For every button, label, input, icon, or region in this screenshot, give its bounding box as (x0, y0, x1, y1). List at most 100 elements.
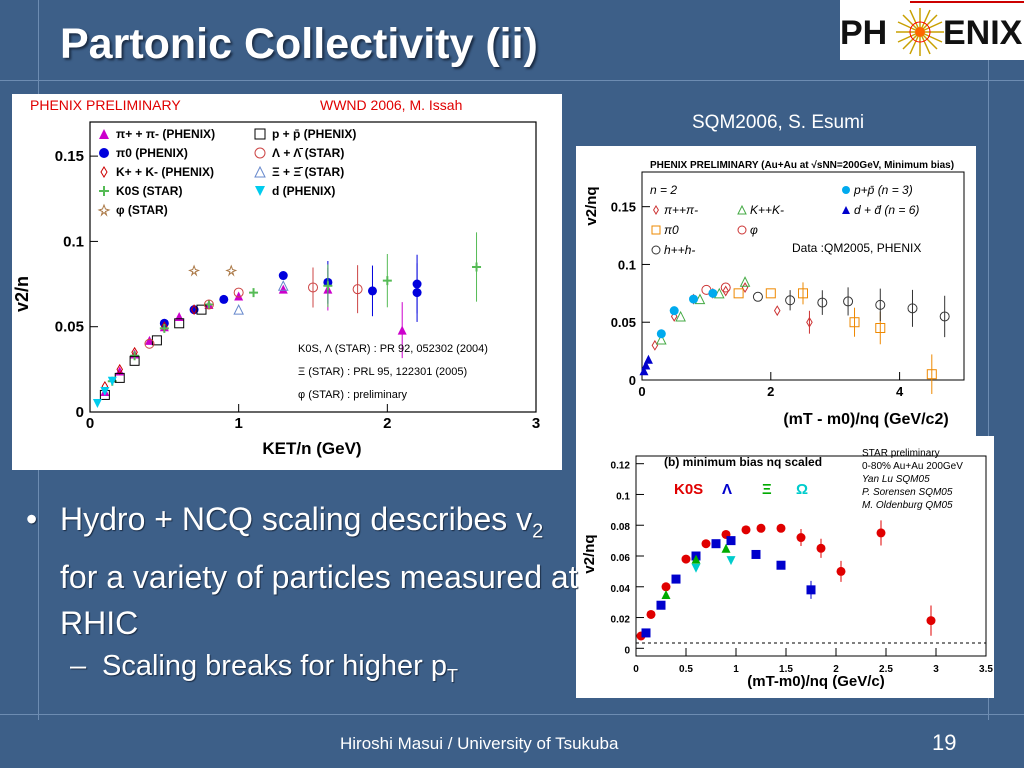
x-tick-label: 0.5 (679, 664, 693, 675)
legend-label: π++π- (664, 203, 698, 217)
bullet-main-sub: 2 (532, 520, 544, 543)
data-point (701, 539, 711, 549)
data-point (196, 304, 207, 315)
legend-label: π+ + π- (PHENIX) (116, 127, 215, 141)
data-point (204, 300, 214, 310)
data-point (671, 574, 681, 584)
data-point (277, 280, 289, 291)
data-point (233, 287, 244, 298)
plot-ket-scaling: PHENIX PRELIMINARY WWND 2006, M. Issah 0… (12, 94, 562, 470)
legend-marker (651, 225, 661, 235)
plot1-ylabel: v2/n (12, 276, 32, 312)
phenix-logo: PH ENIX (840, 0, 1024, 60)
plot2-svg: PHENIX PRELIMINARY (Au+Au at √sNN=200GeV… (583, 160, 965, 428)
bullet-list: • Hydro + NCQ scaling describes v2 for a… (26, 496, 580, 687)
data-point (278, 284, 288, 294)
y-tick-label: 0.1 (63, 233, 84, 250)
data-point (722, 285, 730, 297)
data-point (816, 543, 826, 553)
legend-label: p+p̄ (n = 3) (853, 183, 913, 197)
legend-label: φ (STAR) (116, 203, 168, 217)
legend-label: d + d̄ (n = 6) (854, 203, 919, 217)
x-tick-label: 1 (234, 415, 242, 432)
data-point (641, 360, 651, 370)
y-tick-label: 0 (624, 645, 630, 656)
legend-marker (737, 204, 747, 215)
data-point (661, 589, 671, 599)
data-point (233, 304, 244, 315)
data-point (776, 560, 786, 570)
svg-text:PH: PH (840, 14, 887, 52)
bullet-main: • Hydro + NCQ scaling describes v2 for a… (26, 496, 580, 646)
decor-line-bottom (0, 714, 1024, 715)
data-point (190, 304, 198, 316)
data-point (726, 556, 736, 566)
plot1-header-left: PHENIX PRELIMINARY (30, 97, 181, 113)
legend-marker (842, 206, 850, 214)
data-point (278, 271, 288, 281)
legend-label: Λ + Λ̄ (STAR) (272, 146, 344, 160)
data-point (412, 279, 422, 289)
species-label: K0S (674, 481, 703, 498)
bullet-dot: • (26, 501, 38, 537)
legend-label: π0 (664, 223, 679, 237)
data-point (765, 288, 776, 299)
data-point (849, 317, 860, 328)
plot3-header: (b) minimum bias nq scaled (664, 455, 822, 469)
y-tick-label: 0.02 (611, 615, 631, 626)
plot2-xlabel: (mT - m0)/nq (GeV/c2) (783, 411, 948, 428)
data-point (656, 329, 666, 339)
data-point (817, 297, 828, 308)
data-point (776, 523, 786, 533)
legend-marker (99, 148, 109, 158)
data-point (691, 554, 701, 564)
data-point (174, 311, 184, 321)
legend-marker (97, 203, 111, 217)
svg-text:ENIX: ENIX (943, 14, 1023, 52)
plot2-note: Data :QM2005, PHENIX (792, 241, 921, 255)
legend-marker (651, 245, 661, 255)
data-point (308, 282, 318, 293)
data-point (144, 335, 154, 345)
data-point (100, 387, 110, 397)
data-point (174, 318, 185, 329)
data-point (382, 276, 392, 286)
data-point (756, 523, 766, 533)
data-point (219, 294, 229, 304)
legend-label: Ξ + Ξ̄ (STAR) (272, 165, 344, 179)
data-point (720, 282, 731, 293)
data-point (798, 288, 808, 299)
data-point (234, 291, 244, 301)
y-tick-label: 0.15 (55, 148, 84, 165)
x-tick-label: 3 (532, 415, 540, 432)
x-tick-label: 2 (833, 664, 839, 675)
bullet-dash: – (70, 650, 87, 683)
data-point (739, 276, 751, 287)
data-point (721, 543, 731, 553)
sqm-reference: SQM2006, S. Esumi (692, 112, 865, 133)
legend-marker (99, 129, 109, 139)
plot2-header: PHENIX PRELIMINARY (Au+Au at √sNN=200GeV… (650, 160, 954, 171)
data-point (711, 539, 721, 549)
x-tick-label: 0 (638, 384, 645, 399)
data-point (708, 288, 718, 298)
page-number: 19 (932, 730, 957, 755)
y-tick-label: 0.12 (611, 461, 631, 472)
credit-line: STAR preliminary (862, 448, 940, 459)
plot1-ref-3: φ (STAR) : preliminary (298, 389, 407, 401)
data-point (785, 295, 796, 306)
legend-label: n = 2 (650, 183, 677, 197)
footer-author: Hiroshi Masui / University of Tsukuba (340, 734, 619, 753)
data-point (129, 355, 140, 366)
y-tick-label: 0 (629, 373, 636, 388)
x-tick-label: 0 (633, 664, 639, 675)
plot1-header-right: WWND 2006, M. Issah (320, 97, 462, 113)
legend-marker (254, 128, 266, 140)
data-point (641, 628, 651, 638)
data-point (661, 582, 671, 592)
y-tick-label: 0.05 (611, 315, 636, 330)
data-point (397, 325, 407, 335)
data-point (643, 354, 653, 364)
legend-marker (653, 205, 659, 215)
plot-mt-scaling-star: (b) minimum bias nq scaled 0 0.02 0.04 0.06… (576, 436, 994, 698)
